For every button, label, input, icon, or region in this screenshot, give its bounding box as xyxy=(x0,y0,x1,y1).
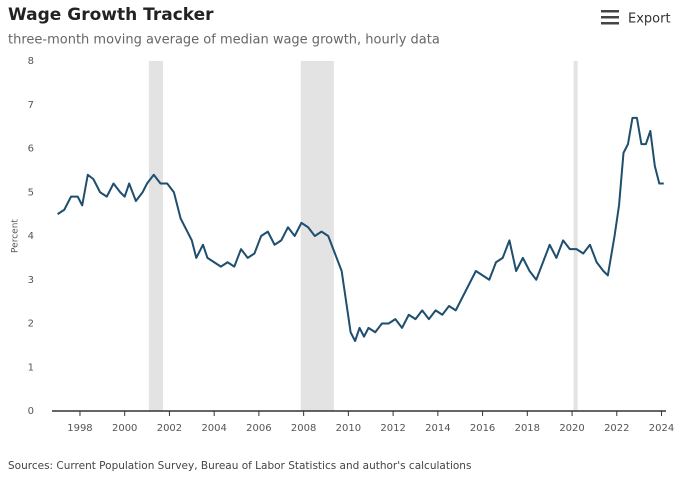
y-tick-label: 3 xyxy=(28,275,34,286)
y-tick-label: 2 xyxy=(28,319,34,330)
y-tick-label: 1 xyxy=(28,362,34,373)
export-label[interactable]: Export xyxy=(628,12,671,27)
y-tick-label: 0 xyxy=(28,406,34,417)
menu-icon-bar xyxy=(601,10,619,13)
x-tick-label: 2024 xyxy=(649,423,674,434)
x-tick-label: 2020 xyxy=(559,423,584,434)
y-tick-label: 5 xyxy=(28,187,34,198)
y-tick-label: 8 xyxy=(28,56,34,67)
export-button[interactable]: Export xyxy=(601,10,671,27)
chart-title: Wage Growth Tracker xyxy=(8,5,214,25)
y-tick-label: 6 xyxy=(28,144,34,155)
recession-band xyxy=(573,61,578,411)
y-tick-label: 4 xyxy=(28,231,34,242)
x-tick-label: 2012 xyxy=(380,423,405,434)
x-tick-label: 2016 xyxy=(470,423,495,434)
menu-icon-bar xyxy=(601,22,619,25)
x-tick-label: 2004 xyxy=(201,423,226,434)
x-tick-label: 2018 xyxy=(515,423,540,434)
x-tick-label: 2006 xyxy=(246,423,271,434)
recession-band xyxy=(148,61,163,411)
chart-subtitle: three-month moving average of median wag… xyxy=(8,33,440,48)
x-tick-label: 2022 xyxy=(604,423,629,434)
x-tick-label: 2010 xyxy=(336,423,361,434)
source-note: Sources: Current Population Survey, Bure… xyxy=(8,460,471,472)
x-tick-label: 2000 xyxy=(112,423,137,434)
x-tick-label: 2008 xyxy=(291,423,316,434)
wage-growth-line xyxy=(57,116,664,342)
menu-icon-bar xyxy=(601,16,619,19)
y-tick-label: 7 xyxy=(28,100,34,111)
x-tick-label: 1998 xyxy=(67,423,92,434)
y-axis-label: Percent xyxy=(11,219,21,253)
x-tick-label: 2002 xyxy=(157,423,182,434)
x-tick-label: 2014 xyxy=(425,423,450,434)
